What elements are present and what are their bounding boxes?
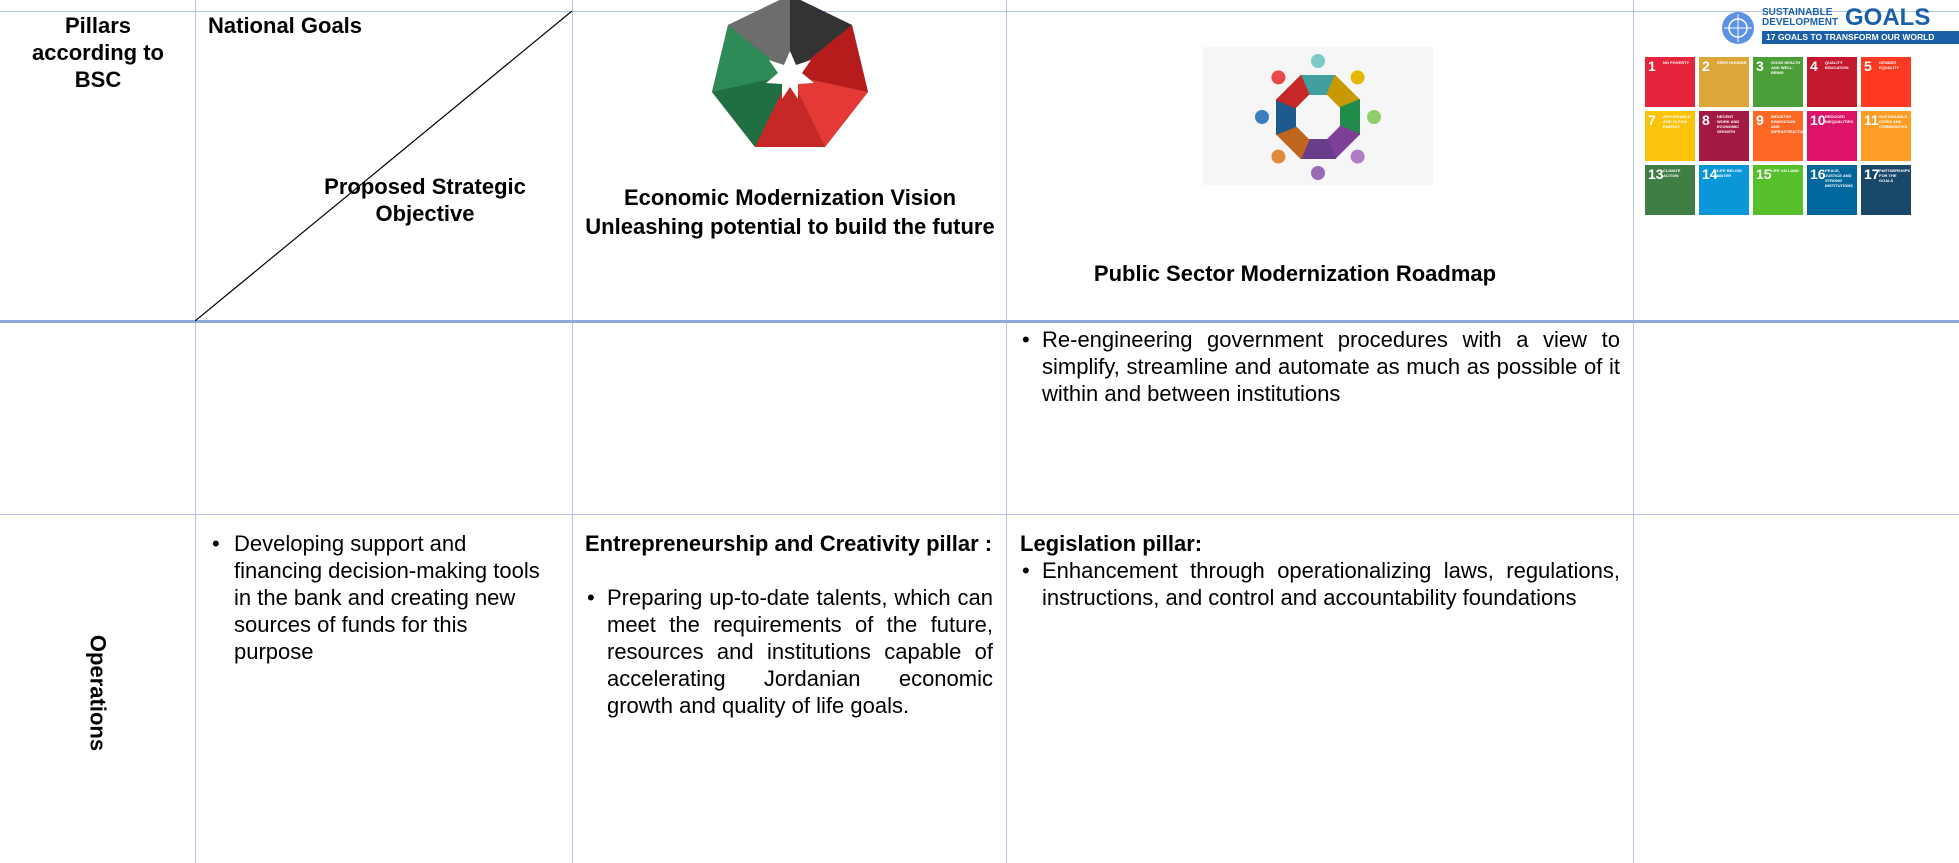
sdg-tile: 3 GOOD HEALTH AND WELL-BEING: [1753, 57, 1803, 107]
sdg-brand-top: SUSTAINABLE: [1762, 7, 1833, 18]
sdg-tile: 4 QUALITY EDUCATION: [1807, 57, 1857, 107]
tile-number: 9: [1756, 112, 1764, 128]
tile-label: DECENT WORK AND ECONOMIC GROWTH: [1717, 114, 1740, 134]
tile-number: 1: [1648, 58, 1656, 74]
tile-label: ZERO HUNGER: [1717, 60, 1747, 65]
roadmap-image: [1203, 47, 1433, 185]
tile-number: 16: [1810, 166, 1826, 182]
roadmap-heading: Legislation pillar:: [1020, 531, 1203, 556]
tile-label: LIFE ON LAND: [1771, 168, 1799, 173]
tile-label: LIFE BELOW WATER: [1717, 168, 1742, 178]
bullet-item: Re-engineering government procedures wit…: [1020, 326, 1620, 407]
header-border: [0, 320, 1959, 323]
border: [1633, 0, 1634, 863]
un-emblem: [1722, 12, 1754, 44]
tile-number: 7: [1648, 112, 1656, 128]
vision-heading: Entrepreneurship and Creativity pillar :: [585, 531, 993, 556]
sdg-goals: GOALS: [1845, 4, 1931, 31]
border: [1006, 0, 1007, 863]
tile-label: PARTNERSHIPS FOR THE GOALS: [1879, 168, 1911, 183]
goals-list: Developing support and financing decisio…: [212, 530, 552, 665]
tile-number: 13: [1648, 166, 1664, 182]
tile-label: NO POVERTY: [1663, 60, 1690, 65]
sdg-tile: 13 CLIMATE ACTION: [1645, 165, 1695, 215]
tile-label: REDUCED INEQUALITIES: [1825, 114, 1854, 124]
tile-label: AFFORDABLE AND CLEAN ENERGY: [1663, 114, 1691, 129]
sdg-tile: 5 GENDER EQUALITY: [1861, 57, 1911, 107]
tile-number: 10: [1810, 112, 1826, 128]
objective-header: Proposed Strategic Objective: [324, 174, 526, 226]
tile-label: GENDER EQUALITY: [1879, 60, 1900, 70]
border: [0, 11, 1959, 12]
national-goals-header: National Goals: [208, 13, 363, 38]
tile-number: 14: [1702, 166, 1718, 182]
tile-label: SUSTAINABLE CITIES AND COMMUNITIES: [1879, 114, 1908, 129]
tile-label: GOOD HEALTH AND WELL-BEING: [1771, 60, 1801, 75]
bullet-item: Preparing up-to-date talents, which can …: [585, 584, 993, 719]
tile-number: 3: [1756, 58, 1764, 74]
tile-number: 17: [1864, 166, 1880, 182]
sdg-tagline: 17 GOALS TO TRANSFORM OUR WORLD: [1762, 31, 1959, 44]
tile-label: INDUSTRY INNOVATION AND INFRASTRUCTURE: [1771, 114, 1803, 134]
roadmap-list: Enhancement through operationalizing law…: [1020, 557, 1620, 611]
sdg-tile: 9 INDUSTRY INNOVATION AND INFRASTRUCTURE: [1753, 111, 1803, 161]
tile-number: 5: [1864, 58, 1872, 74]
sdg-tile: 8 DECENT WORK AND ECONOMIC GROWTH: [1699, 111, 1749, 161]
border: [195, 0, 196, 863]
sdg-tile: 7 AFFORDABLE AND CLEAN ENERGY: [1645, 111, 1695, 161]
border: [0, 514, 1959, 515]
border: [572, 0, 573, 863]
sdg-tile: 16 PEACE, JUSTICE AND STRONG INSTITUTIONS: [1807, 165, 1857, 215]
tile-label: QUALITY EDUCATION: [1825, 60, 1849, 70]
tile-label: CLIMATE ACTION: [1663, 168, 1681, 178]
sdg-tile: 17 PARTNERSHIPS FOR THE GOALS: [1861, 165, 1911, 215]
tile-label: PEACE, JUSTICE AND STRONG INSTITUTIONS: [1825, 168, 1853, 188]
diagonal: [195, 11, 573, 321]
vision-header: Economic Modernization Vision Unleashing…: [585, 185, 995, 239]
tile-number: 15: [1756, 166, 1772, 182]
roadmap-header: Public Sector Modernization Roadmap: [1093, 261, 1497, 286]
sdg-tile: 10 REDUCED INEQUALITIES: [1807, 111, 1857, 161]
pillar-label: Operations: [85, 634, 111, 752]
sdg-tile: 11 SUSTAINABLE CITIES AND COMMUNITIES: [1861, 111, 1911, 161]
vision-list: Preparing up-to-date talents, which can …: [585, 584, 993, 719]
tile-number: 8: [1702, 112, 1710, 128]
roadmap-list: Re-engineering government procedures wit…: [1020, 326, 1620, 407]
sdg-tile: 15 LIFE ON LAND: [1753, 165, 1803, 215]
sdg-brand-middle: DEVELOPMENT: [1762, 17, 1839, 28]
sdg-tile: 14 LIFE BELOW WATER: [1699, 165, 1749, 215]
sdg-tile: 2 ZERO HUNGER: [1699, 57, 1749, 107]
bullet-item: Developing support and financing decisio…: [212, 530, 552, 665]
sdg-tile: 1 NO POVERTY: [1645, 57, 1695, 107]
tile-number: 2: [1702, 58, 1710, 74]
tile-number: 4: [1810, 58, 1818, 74]
bullet-item: Enhancement through operationalizing law…: [1020, 557, 1620, 611]
vision-logo: [712, 0, 868, 147]
tile-number: 11: [1864, 112, 1879, 128]
pillars-header: Pillars according to BSC: [31, 13, 164, 92]
sdg-brand: SUSTAINABLE DEVELOPMENT: [1762, 8, 1838, 28]
